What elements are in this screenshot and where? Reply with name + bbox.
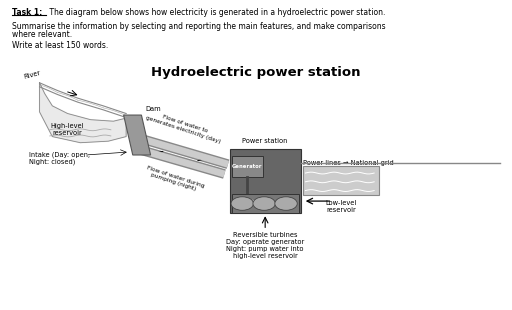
Text: Power station: Power station	[243, 138, 288, 144]
Text: Task 1:: Task 1:	[12, 7, 42, 16]
Polygon shape	[123, 115, 151, 155]
Circle shape	[231, 197, 253, 210]
Text: (Day): (Day)	[303, 176, 321, 183]
Text: Flow of water to
generates electricity (day): Flow of water to generates electricity (…	[145, 110, 223, 144]
Text: River: River	[23, 69, 41, 80]
Text: The diagram below shows how electricity is generated in a hydroelectric power st: The diagram below shows how electricity …	[47, 7, 385, 16]
Text: Power lines → National grid: Power lines → National grid	[303, 160, 394, 166]
Circle shape	[275, 197, 297, 210]
Text: Hydroelectric power station: Hydroelectric power station	[151, 66, 361, 79]
Text: High-level
reservoir: High-level reservoir	[51, 123, 84, 136]
Polygon shape	[39, 83, 126, 143]
Text: Dam: Dam	[145, 106, 161, 112]
Text: Intake (Day: open,
Night: closed): Intake (Day: open, Night: closed)	[29, 151, 91, 165]
Text: Generator: Generator	[232, 164, 263, 169]
Bar	[229, 149, 301, 213]
Text: Flow of water during
pumping (night): Flow of water during pumping (night)	[144, 165, 205, 194]
Bar	[231, 194, 299, 213]
Text: Write at least 150 words.: Write at least 150 words.	[12, 41, 108, 50]
Text: Summarise the information by selecting and reporting the main features, and make: Summarise the information by selecting a…	[12, 22, 385, 31]
Bar	[239, 195, 272, 207]
Text: where relevant.: where relevant.	[12, 30, 72, 39]
Text: Reversible turbines
Day: operate generator
Night: pump water into
high-level res: Reversible turbines Day: operate generat…	[226, 232, 304, 259]
Circle shape	[253, 197, 275, 210]
Polygon shape	[303, 166, 379, 195]
Text: (Night): (Night)	[246, 199, 265, 204]
Bar	[231, 156, 263, 176]
Text: Low-level
reservoir: Low-level reservoir	[326, 200, 357, 213]
